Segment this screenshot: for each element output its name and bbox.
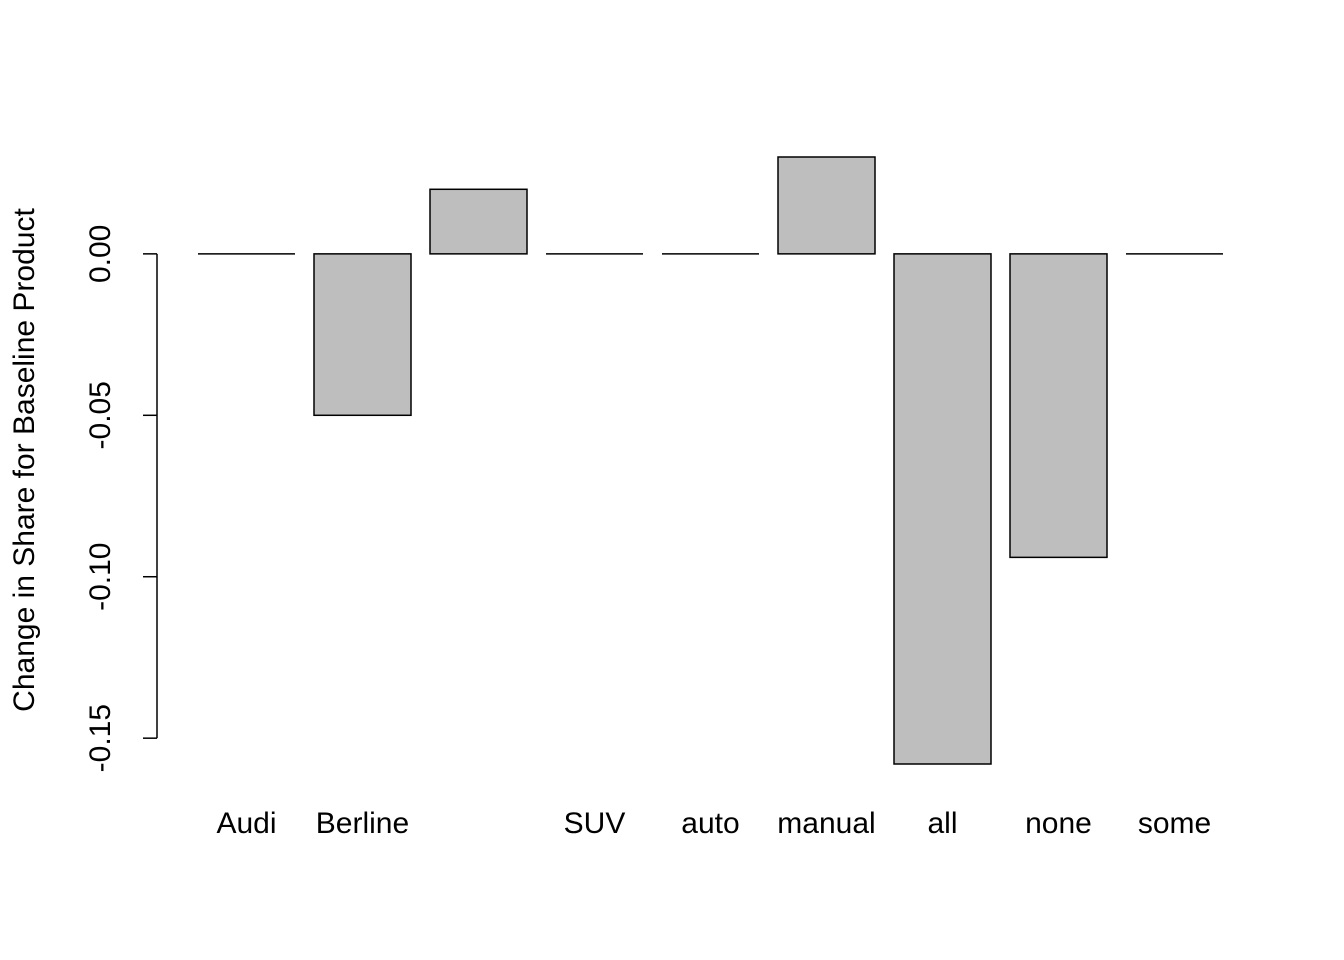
y-tick-label: 0.00	[84, 225, 117, 283]
bar	[893, 253, 992, 765]
y-axis-label: Change in Share for Baseline Product	[8, 208, 41, 712]
bar	[429, 188, 528, 255]
x-category-label: SUV	[564, 807, 626, 840]
x-category-label: Audi	[216, 807, 276, 840]
bar	[1009, 253, 1108, 559]
y-tick-label: -0.05	[84, 381, 117, 449]
y-tick-label: -0.15	[84, 704, 117, 772]
bar	[313, 253, 412, 417]
x-category-label: auto	[681, 807, 739, 840]
x-category-label: all	[927, 807, 957, 840]
x-category-label: manual	[777, 807, 875, 840]
x-category-label: Berline	[316, 807, 409, 840]
x-category-label: none	[1025, 807, 1092, 840]
y-axis: 0.00 -0.05 -0.10 -0.15	[84, 225, 158, 772]
x-axis-labels: Audi Berline SUV auto manual all none some	[216, 807, 1211, 840]
bars	[198, 156, 1223, 765]
bar	[777, 156, 876, 255]
y-tick-label: -0.10	[84, 543, 117, 611]
x-category-label: some	[1138, 807, 1211, 840]
